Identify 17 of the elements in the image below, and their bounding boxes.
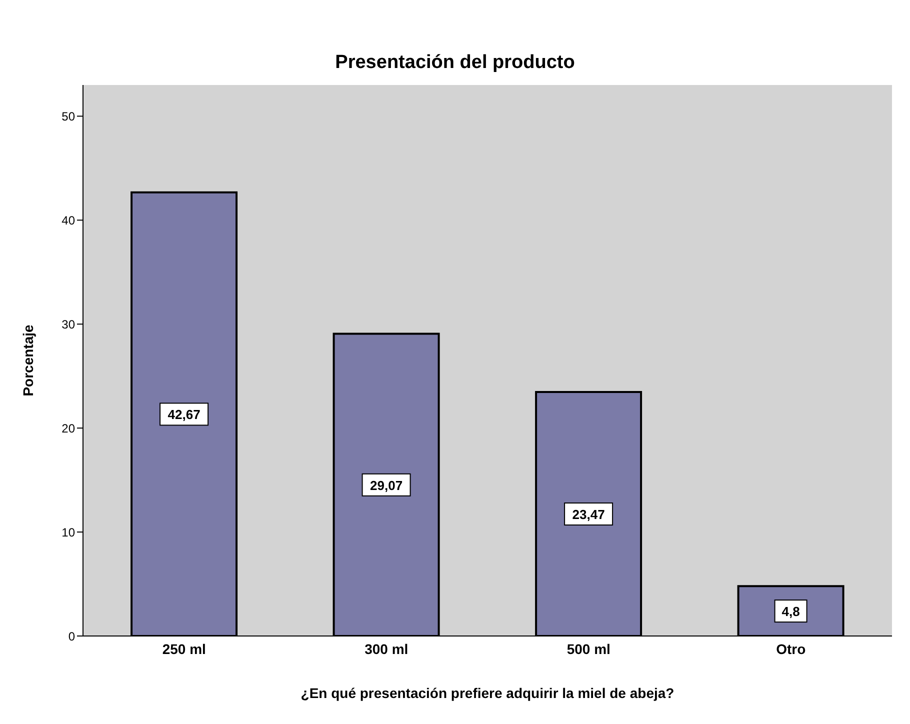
data-label: 23,47 bbox=[572, 507, 605, 522]
y-tick-label: 10 bbox=[62, 525, 76, 540]
y-tick-label: 20 bbox=[62, 421, 76, 436]
y-tick-label: 30 bbox=[62, 317, 76, 332]
y-axis-title: Porcentaje bbox=[20, 324, 36, 396]
data-label: 4,8 bbox=[782, 604, 800, 620]
chart-title: Presentación del producto bbox=[334, 52, 576, 74]
data-label: 42,67 bbox=[168, 407, 200, 422]
x-tick-label: 250 ml bbox=[162, 640, 206, 657]
x-tick-label: Otro bbox=[776, 640, 806, 657]
y-tick-label: 0 bbox=[68, 629, 76, 644]
data-label: 29,07 bbox=[370, 478, 403, 493]
y-tick-label: 50 bbox=[62, 109, 76, 124]
y-tick-label: 40 bbox=[62, 213, 76, 228]
x-tick-label: 300 ml bbox=[364, 640, 408, 657]
x-axis-title: ¿En qué presentación prefiere adquirir la miel de abeja? bbox=[300, 685, 674, 701]
x-tick-label: 500 ml bbox=[566, 640, 610, 657]
